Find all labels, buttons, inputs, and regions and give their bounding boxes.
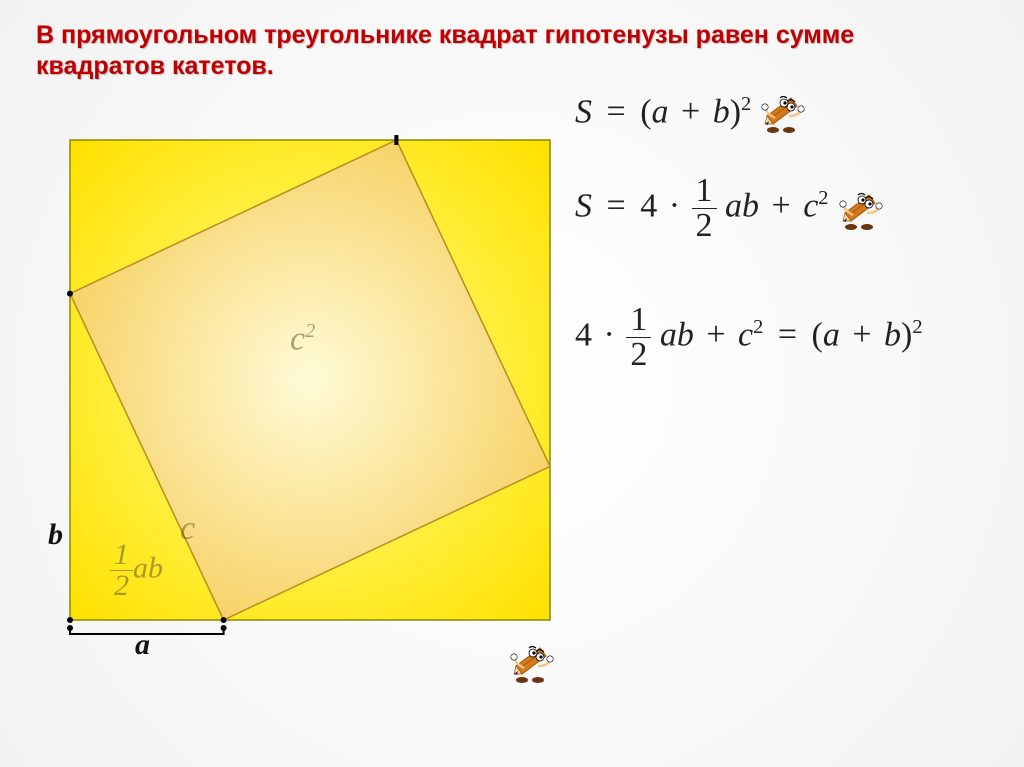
label-b: b [48, 518, 63, 552]
f2-dot: · [666, 187, 683, 224]
f3-exp: 2 [912, 316, 922, 338]
f3-eq: = [772, 316, 803, 353]
label-c2-base: c [290, 320, 305, 357]
f3-num: 1 [626, 303, 651, 338]
label-c2-exp: 2 [305, 320, 315, 342]
f1-open: ( [640, 93, 651, 130]
f2-den: 2 [692, 209, 717, 243]
f3-c: c [738, 316, 753, 353]
pencil-icon [837, 187, 885, 231]
f1-a: a [652, 93, 669, 130]
f2-cexp: 2 [818, 187, 828, 209]
formula-3-row: 4 · 1 2 ab + c2 = (a + b)2 [575, 303, 1005, 372]
f3-den: 2 [626, 338, 651, 372]
f2-eq: = [601, 187, 632, 224]
formula-1: S = (a + b)2 [575, 93, 751, 131]
f1-exp: 2 [741, 93, 751, 115]
f1-close: ) [730, 93, 741, 130]
f2-num: 1 [692, 174, 717, 209]
f3-dot: · [601, 316, 618, 353]
pencil-icon [759, 90, 807, 134]
f3-four: 4 [575, 316, 592, 353]
half-ab-num: 1 [110, 540, 133, 571]
f3-b: b [884, 316, 901, 353]
formula-2-row: S = 4 · 1 2 ab + c2 [575, 174, 1005, 243]
f3-ab: ab [660, 316, 694, 353]
f2-four: 4 [640, 187, 657, 224]
f2-plus: + [768, 187, 795, 224]
f3-plus2: + [848, 316, 875, 353]
f2-frac: 1 2 [692, 174, 717, 243]
diagram-svg [50, 130, 560, 700]
label-c: c [180, 510, 195, 548]
pencil-icon [508, 640, 556, 684]
formula-3: 4 · 1 2 ab + c2 = (a + b)2 [575, 303, 923, 372]
f3-plus: + [702, 316, 729, 353]
formula-column: S = (a + b)2 S = 4 · 1 2 ab + c2 [575, 90, 1005, 412]
pythagoras-diagram: b a c c2 1 2 ab [50, 130, 560, 700]
slide-root: В прямоугольном треугольнике квадрат гип… [0, 0, 1024, 767]
f3-frac: 1 2 [626, 303, 651, 372]
f1-S: S [575, 93, 592, 130]
half-ab-den: 2 [110, 571, 133, 601]
label-a: a [135, 628, 150, 662]
f2-c: c [803, 187, 818, 224]
f1-eq: = [601, 93, 632, 130]
half-ab-frac: 1 2 [110, 540, 133, 601]
f1-b: b [713, 93, 730, 130]
f1-plus: + [677, 93, 704, 130]
label-c-squared: c2 [290, 320, 315, 358]
label-half-ab: 1 2 ab [110, 540, 163, 601]
formula-1-row: S = (a + b)2 [575, 90, 1005, 134]
f2-ab: ab [725, 187, 759, 224]
half-ab-tail: ab [133, 551, 163, 584]
formula-2: S = 4 · 1 2 ab + c2 [575, 174, 829, 243]
slide-title: В прямоугольном треугольнике квадрат гип… [36, 20, 988, 83]
f3-a: a [823, 316, 840, 353]
f3-close: ) [901, 316, 912, 353]
f2-S: S [575, 187, 592, 224]
f3-cexp: 2 [753, 316, 763, 338]
f3-open: ( [812, 316, 823, 353]
